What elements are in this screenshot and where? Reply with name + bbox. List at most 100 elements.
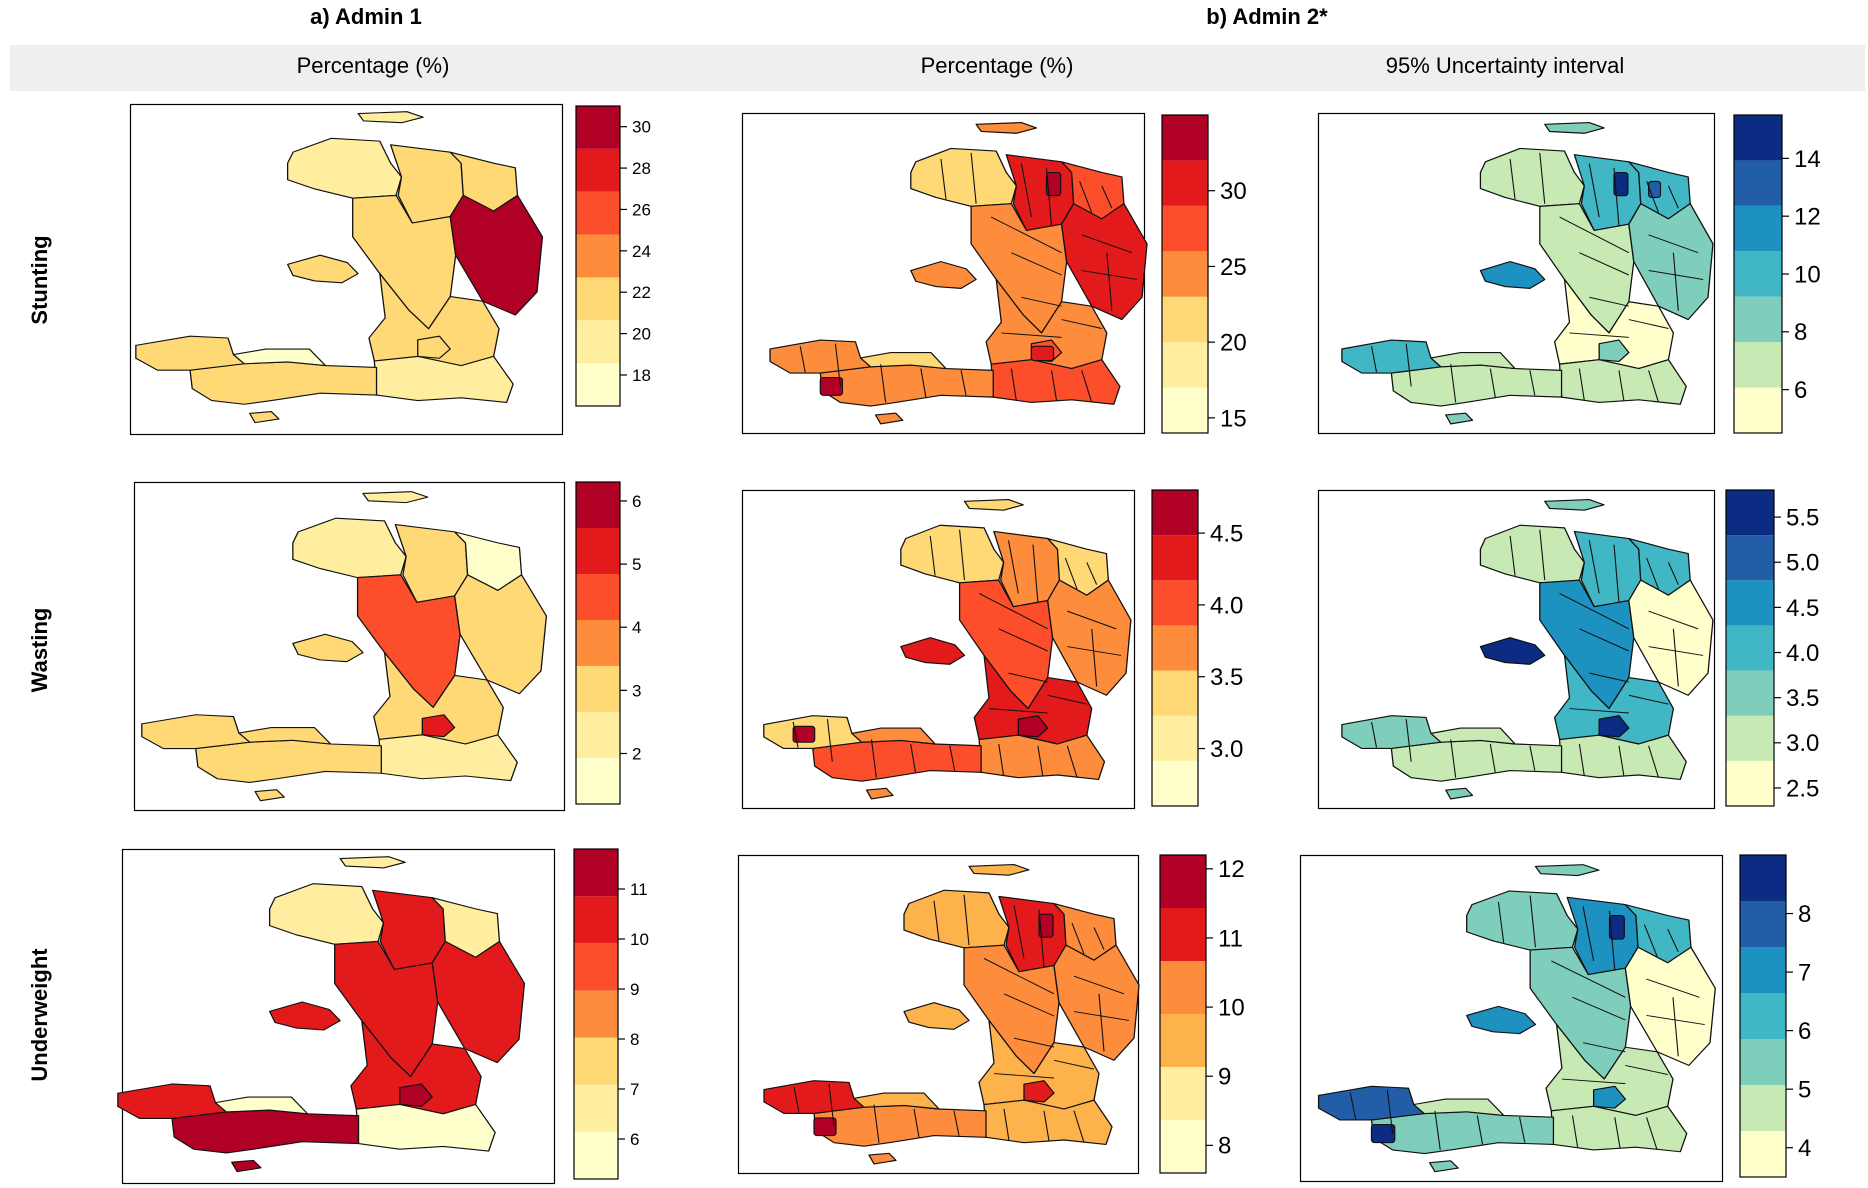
region-centre <box>1053 944 1140 1061</box>
legend-tick-label: 5 <box>632 555 641 574</box>
legend-swatch <box>1726 670 1774 716</box>
legend-tick-label: 3.0 <box>1210 736 1243 763</box>
region-la-gonave <box>903 1002 970 1030</box>
region-sud-est <box>378 734 518 782</box>
legend-frame <box>1151 489 1199 807</box>
legend-swatch <box>1160 855 1206 908</box>
legend-swatch <box>576 712 620 758</box>
legend-swatch <box>1726 625 1774 671</box>
legend-swatch <box>1740 1131 1786 1177</box>
legend-swatch <box>576 320 620 364</box>
district-boundary <box>873 1104 880 1143</box>
district-boundary <box>978 592 1048 630</box>
row-label-underweight: Underweight <box>27 948 52 1082</box>
legend-tick-label: 22 <box>632 283 651 302</box>
district-boundary <box>1509 159 1516 200</box>
district-hotspot <box>1030 345 1055 362</box>
legend-tick-label: 4 <box>632 618 641 637</box>
region-nippes <box>1430 351 1516 370</box>
district-boundary <box>1579 252 1630 276</box>
legend-swatch <box>1160 1067 1206 1120</box>
district-boundary <box>1529 370 1536 396</box>
legend-tick-label: 6 <box>632 492 641 511</box>
region-ile-a-vache <box>1429 1160 1459 1173</box>
legend: 4 5 6 7 8 <box>1739 854 1811 1178</box>
legend-frame <box>573 848 619 1180</box>
legend-tick-label: 8 <box>1794 319 1807 346</box>
region-la-gonave <box>286 254 359 284</box>
region-sud-est <box>983 1099 1113 1146</box>
row-label-wasting: Wasting <box>27 607 52 693</box>
district-boundary <box>1010 368 1017 401</box>
legend-tick-label: 30 <box>632 118 651 137</box>
district-boundary <box>1013 1037 1055 1048</box>
district-boundary <box>1371 346 1378 373</box>
district-boundary <box>1067 646 1122 656</box>
district-boundary <box>949 745 956 771</box>
legend-tick-label: 15 <box>1220 405 1247 432</box>
region-centre <box>454 574 548 695</box>
legend-swatch <box>1740 1085 1786 1131</box>
choropleth-svg: 2 3 4 5 6 <box>133 481 641 812</box>
district-boundary <box>1561 1078 1626 1085</box>
district-boundary <box>913 1108 920 1138</box>
choropleth-svg: 2.5 3.0 3.5 4.0 4.5 5.0 5.5 <box>1317 489 1819 810</box>
region-nippes <box>214 1096 309 1115</box>
region-centre <box>1047 579 1132 696</box>
district-boundary <box>920 368 927 398</box>
district-boundary <box>880 364 887 403</box>
district-boundary <box>1628 319 1669 329</box>
legend-tick-label: 11 <box>630 880 648 899</box>
district-boundary <box>1050 370 1058 401</box>
district-boundary <box>1578 743 1585 776</box>
region-nippes <box>1430 727 1516 745</box>
legend-swatch <box>1160 1120 1206 1173</box>
legend-frame <box>1739 854 1787 1178</box>
map-layer <box>1341 121 1714 425</box>
district-boundary <box>1497 901 1505 943</box>
district-boundary <box>1529 895 1536 948</box>
legend-swatch <box>1726 490 1774 536</box>
legend-tick-label: 6 <box>1794 377 1807 404</box>
district-boundary <box>993 1073 1055 1079</box>
district-boundary <box>1618 745 1625 776</box>
region-ile-a-vache <box>1445 412 1474 425</box>
legend-tick-label: 6 <box>1798 1018 1811 1045</box>
legend-tick-label: 6 <box>630 1130 639 1149</box>
district-boundary <box>870 739 877 778</box>
legend-swatch <box>1152 625 1198 671</box>
choropleth-svg: 15 20 25 30 <box>741 112 1247 435</box>
district-boundary <box>1551 960 1626 998</box>
legend-swatch <box>1162 387 1208 433</box>
district-boundary <box>1001 332 1062 338</box>
region-port-au-prince <box>399 1083 433 1107</box>
legend-tick-label: 8 <box>1798 901 1811 928</box>
legend-tick-label: 12 <box>1218 856 1245 883</box>
legend-swatch <box>574 896 618 944</box>
legend-tick-label: 3 <box>632 681 641 700</box>
district-boundary <box>1091 628 1098 687</box>
legend-tick-label: 10 <box>1794 261 1821 288</box>
legend-swatch <box>576 277 620 321</box>
legend-swatch <box>574 990 618 1038</box>
district-boundary <box>1648 370 1660 403</box>
map-layer <box>1341 498 1714 800</box>
district-boundary <box>1578 368 1585 401</box>
district-boundary <box>793 1086 800 1113</box>
district-boundary <box>933 900 940 941</box>
column-header-strip <box>10 45 1865 91</box>
district-boundary <box>1582 1042 1626 1053</box>
legend-swatch <box>1162 296 1208 343</box>
district-boundary <box>940 159 947 200</box>
district-boundary <box>1020 163 1032 218</box>
district-boundary <box>963 894 970 946</box>
district-boundary <box>1086 562 1098 585</box>
legend-swatch <box>1734 251 1782 297</box>
district-boundary <box>953 1110 960 1136</box>
district-boundary <box>1013 905 1025 959</box>
district-boundary <box>1648 610 1699 630</box>
district-hotspot <box>792 725 816 743</box>
legend-tick-label: 25 <box>1220 254 1247 281</box>
legend-swatch <box>1162 251 1208 297</box>
district-boundary <box>1371 721 1378 748</box>
